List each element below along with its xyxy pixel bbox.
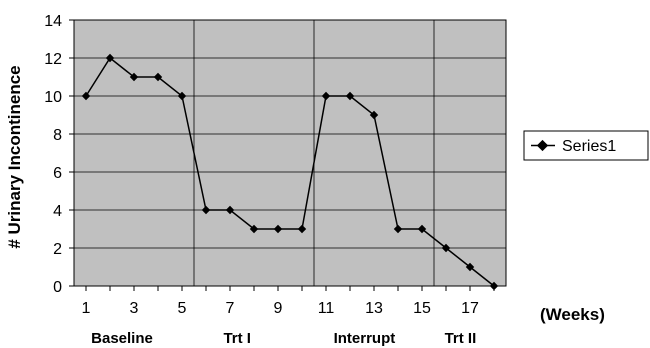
x-axis-title: (Weeks) [540,305,605,324]
phase-label-trt-i: Trt I [223,330,251,347]
data-point-week-12 [345,91,355,101]
y-tick-label-4: 4 [53,203,62,220]
x-tick-label-1: 1 [82,300,91,317]
data-point-week-11 [321,91,331,101]
y-axis-ticks: 0 2 4 6 8 10 12 14 [44,13,74,296]
phase-label-interrupt: Interrupt [334,330,396,347]
y-tick-label-14: 14 [44,13,62,30]
data-point-week-5 [177,91,187,101]
data-point-week-3 [129,72,139,82]
data-point-week-16 [441,243,451,253]
data-point-week-8 [249,224,259,234]
phase-label-baseline: Baseline [91,330,153,347]
data-point-week-14 [393,224,403,234]
y-tick-label-2: 2 [53,241,62,258]
legend: Series1 [523,130,649,161]
data-point-week-4 [153,72,163,82]
data-point-week-17 [465,262,475,272]
data-point-week-7 [225,205,235,215]
legend-entry-series1: Series1 [562,138,616,155]
x-tick-label-11: 11 [318,300,335,317]
x-tick-label-13: 13 [365,300,383,317]
x-tick-label-5: 5 [178,300,187,317]
y-axis-title: # Urinary Incontinence [5,65,24,248]
y-tick-label-8: 8 [53,127,62,144]
y-tick-label-6: 6 [53,165,62,182]
x-tick-label-3: 3 [130,300,139,317]
plot-area [74,20,506,286]
data-point-week-2 [105,53,115,63]
data-point-week-1 [81,91,91,101]
y-tick-label-0: 0 [53,279,62,296]
y-tick-label-12: 12 [44,51,62,68]
data-point-week-6 [201,205,211,215]
series-group [81,53,499,291]
x-axis-ticks: 1 3 5 7 9 11 13 15 17 [82,286,495,317]
phase-labels: Baseline Trt I Interrupt Trt II [91,330,476,347]
x-tick-label-7: 7 [226,300,235,317]
x-tick-label-9: 9 [274,300,283,317]
data-point-week-13 [369,110,379,120]
data-point-week-9 [273,224,283,234]
legend-marker-swatch [536,139,549,152]
x-tick-label-17: 17 [461,300,479,317]
data-point-week-15 [417,224,427,234]
data-point-week-10 [297,224,307,234]
phase-label-trt-ii: Trt II [445,330,477,347]
x-tick-label-15: 15 [413,300,431,317]
data-point-week-18 [489,281,499,291]
y-tick-label-10: 10 [44,89,62,106]
